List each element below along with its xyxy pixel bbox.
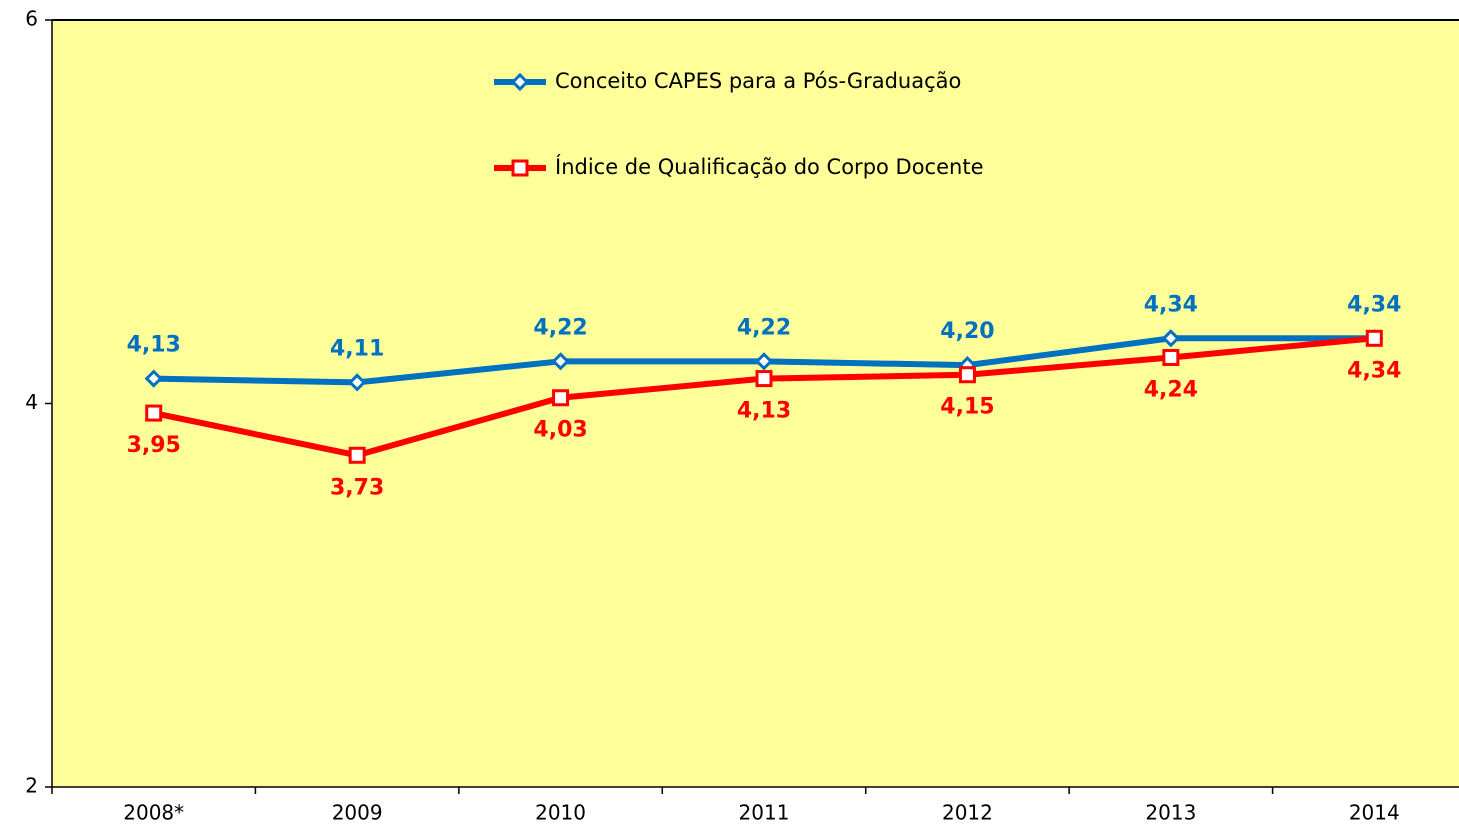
data-point — [754, 352, 774, 371]
legend-label: Índice de Qualificação do Corpo Docente — [555, 154, 984, 179]
x-tick-label: 2008* — [123, 801, 184, 825]
x-tick-label: 2012 — [942, 801, 993, 825]
x-tick-label: 2010 — [535, 801, 586, 825]
data-label: 3,73 — [330, 475, 384, 500]
data-point — [348, 373, 367, 392]
y-tick-label: 6 — [25, 7, 38, 31]
data-label: 4,22 — [737, 315, 791, 340]
y-tick-label: 4 — [25, 390, 38, 414]
data-point — [958, 366, 976, 384]
data-label: 3,95 — [127, 433, 181, 458]
legend-marker — [511, 159, 529, 177]
data-point — [1365, 329, 1383, 347]
data-label: 4,13 — [737, 399, 791, 424]
data-label: 4,34 — [1347, 358, 1401, 383]
legend-marker — [510, 72, 530, 92]
data-label: 4,22 — [533, 315, 587, 340]
data-label: 4,15 — [940, 395, 994, 420]
data-point — [551, 352, 570, 371]
plot-area — [52, 20, 1459, 787]
y-tick-label: 2 — [25, 774, 38, 798]
x-tick-label: 2011 — [739, 801, 790, 825]
data-label: 4,13 — [127, 333, 181, 358]
data-label: 4,11 — [330, 336, 384, 361]
x-tick-label: 2014 — [1349, 801, 1400, 825]
data-point — [1162, 348, 1180, 366]
data-point — [144, 369, 163, 388]
data-label: 4,03 — [533, 418, 587, 443]
data-label: 4,34 — [1144, 292, 1198, 317]
data-label: 4,34 — [1347, 292, 1401, 317]
data-label: 4,20 — [940, 319, 994, 344]
data-label: 4,24 — [1144, 377, 1198, 402]
data-point — [1161, 329, 1180, 348]
data-point — [348, 446, 366, 464]
data-point — [145, 404, 163, 422]
legend-label: Conceito CAPES para a Pós-Graduação — [555, 69, 961, 93]
x-tick-label: 2013 — [1145, 801, 1196, 825]
data-point — [552, 389, 570, 407]
data-point — [755, 370, 773, 388]
x-tick-label: 2009 — [332, 801, 383, 825]
